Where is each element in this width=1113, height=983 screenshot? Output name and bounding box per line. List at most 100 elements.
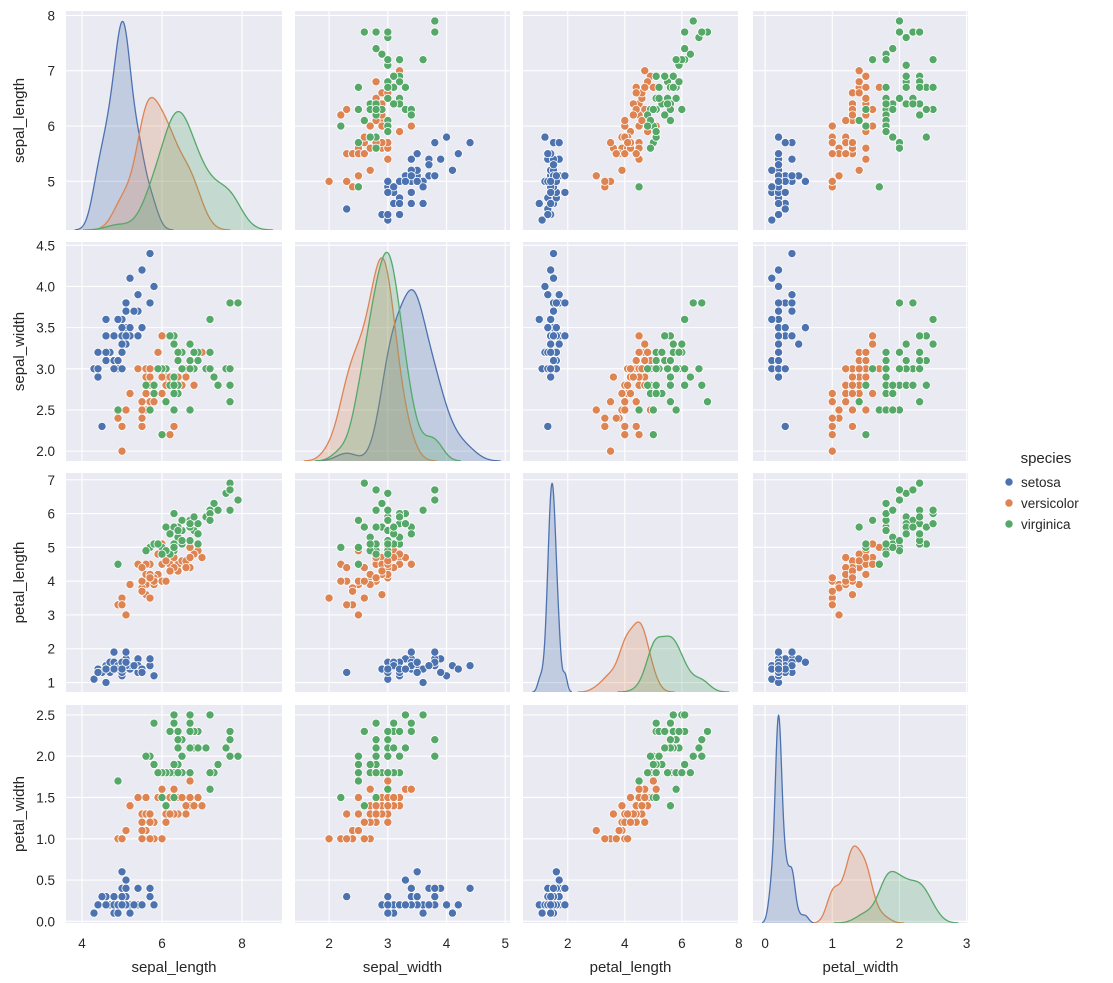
point-versicolor <box>185 552 195 562</box>
point-virginica <box>177 364 187 374</box>
point-setosa <box>149 281 159 291</box>
point-setosa <box>549 356 559 366</box>
point-virginica <box>663 768 673 778</box>
y-axis-label-petal_width: petal_width <box>11 776 28 852</box>
point-versicolor <box>165 809 175 819</box>
point-setosa <box>101 347 111 357</box>
point-setosa <box>342 667 352 677</box>
point-versicolor <box>626 817 636 827</box>
x-tick-label-sepal_length: 6 <box>158 936 166 951</box>
point-versicolor <box>626 792 636 802</box>
point-setosa <box>383 900 393 910</box>
point-virginica <box>177 536 187 546</box>
kde-fill-virginica <box>83 111 273 230</box>
point-virginica <box>901 356 911 366</box>
point-virginica <box>908 522 918 532</box>
point-versicolor <box>640 817 650 827</box>
point-versicolor <box>137 834 147 844</box>
point-setosa <box>133 883 143 893</box>
point-virginica <box>205 364 215 374</box>
point-virginica <box>928 82 938 92</box>
point-setosa <box>774 347 784 357</box>
point-virginica <box>671 784 681 794</box>
tick-labels: 4 6 8 2 3 4 5 2 4 6 8 0 1 2 3 5 6 7 8 2.0 2.5 3.0 3.5 4.0 4.5 1 2 3… <box>36 8 970 951</box>
point-virginica <box>430 16 440 26</box>
point-virginica <box>149 759 159 769</box>
point-setosa <box>101 356 111 366</box>
kde-line-versicolor <box>89 96 231 230</box>
panel-petal_width-vs-sepal_width <box>295 705 510 923</box>
kde-fill-versicolor <box>303 257 437 461</box>
point-virginica <box>674 726 684 736</box>
point-virginica <box>665 718 675 728</box>
point-virginica <box>113 559 123 569</box>
point-versicolor <box>197 801 207 811</box>
point-setosa <box>800 323 810 333</box>
point-versicolor <box>827 446 837 456</box>
point-setosa <box>767 273 777 283</box>
panel-marks <box>534 249 712 456</box>
y-tick-label-petal_length: 1 <box>47 676 55 691</box>
point-virginica <box>353 559 363 569</box>
point-virginica <box>169 542 179 552</box>
point-virginica <box>377 498 387 508</box>
point-setosa <box>554 339 564 349</box>
point-versicolor <box>623 380 633 390</box>
point-virginica <box>165 529 175 539</box>
point-virginica <box>894 536 904 546</box>
x-tick-label-petal_width: 3 <box>963 936 971 951</box>
legend-item-versicolor: versicolor <box>1004 496 1079 511</box>
panel-background <box>523 473 738 692</box>
point-virginica <box>389 99 399 109</box>
point-setosa <box>774 298 784 308</box>
point-setosa <box>560 187 570 197</box>
point-virginica <box>651 718 661 728</box>
point-setosa <box>534 198 544 208</box>
point-virginica <box>668 339 678 349</box>
point-versicolor <box>600 834 610 844</box>
point-setosa <box>465 138 475 148</box>
kde-fill-setosa <box>532 483 572 692</box>
point-virginica <box>651 768 661 778</box>
point-virginica <box>185 718 195 728</box>
point-versicolor <box>827 413 837 423</box>
point-setosa <box>774 306 784 316</box>
point-setosa <box>780 187 790 197</box>
point-setosa <box>546 347 556 357</box>
point-virginica <box>861 539 871 549</box>
point-virginica <box>161 801 171 811</box>
point-setosa <box>383 187 393 197</box>
point-setosa <box>549 883 559 893</box>
point-setosa <box>546 908 556 918</box>
point-setosa <box>537 908 547 918</box>
point-setosa <box>101 331 111 341</box>
point-setosa <box>787 154 797 164</box>
point-setosa <box>560 331 570 341</box>
point-versicolor <box>861 347 871 357</box>
point-versicolor <box>861 405 871 415</box>
point-virginica <box>663 99 673 109</box>
point-setosa <box>774 149 784 159</box>
point-virginica <box>359 801 369 811</box>
panel-sepal_width-vs-sepal_length <box>66 242 282 461</box>
point-setosa <box>93 372 103 382</box>
point-virginica <box>389 718 399 728</box>
point-versicolor <box>620 149 630 159</box>
point-virginica <box>173 768 183 778</box>
point-virginica <box>668 710 678 720</box>
point-setosa <box>342 892 352 902</box>
point-virginica <box>365 132 375 142</box>
point-virginica <box>169 388 179 398</box>
point-setosa <box>145 298 155 308</box>
point-virginica <box>694 743 704 753</box>
point-setosa <box>109 647 119 657</box>
point-virginica <box>149 718 159 728</box>
point-virginica <box>406 529 416 539</box>
point-virginica <box>643 121 653 131</box>
point-virginica <box>430 735 440 745</box>
point-setosa <box>113 356 123 366</box>
point-virginica <box>928 519 938 529</box>
point-versicolor <box>383 154 393 164</box>
point-virginica <box>908 99 918 109</box>
point-virginica <box>173 743 183 753</box>
